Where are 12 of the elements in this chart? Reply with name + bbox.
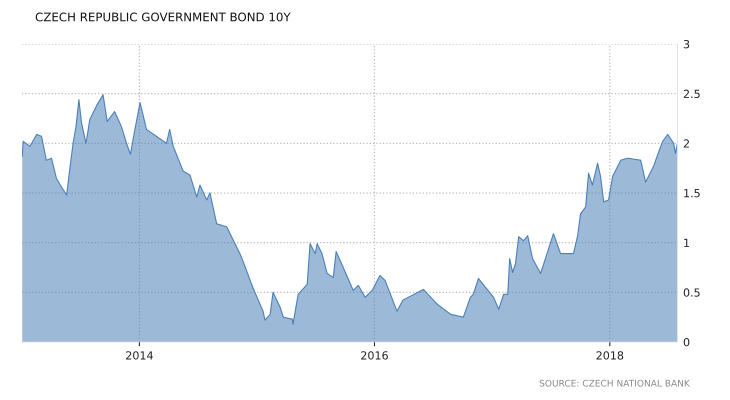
- source-note: SOURCE: CZECH NATIONAL BANK: [540, 380, 690, 387]
- y-tick-label: 3: [684, 40, 690, 48]
- x-tick-label: 2014: [126, 351, 153, 360]
- x-tick-label: 2018: [596, 351, 624, 360]
- x-tick-label: 2016: [361, 351, 388, 360]
- y-tick-label: 0: [684, 338, 690, 346]
- y-tick-label: 2: [684, 139, 689, 148]
- y-tick-label: 1: [684, 238, 690, 247]
- y-tick-label: 1.5: [684, 189, 700, 198]
- y-tick-label: 2.5: [684, 90, 700, 98]
- chart-title: CZECH REPUBLIC GOVERNMENT BOND 10Y: [36, 12, 291, 22]
- y-tick-label: 0.5: [684, 288, 700, 297]
